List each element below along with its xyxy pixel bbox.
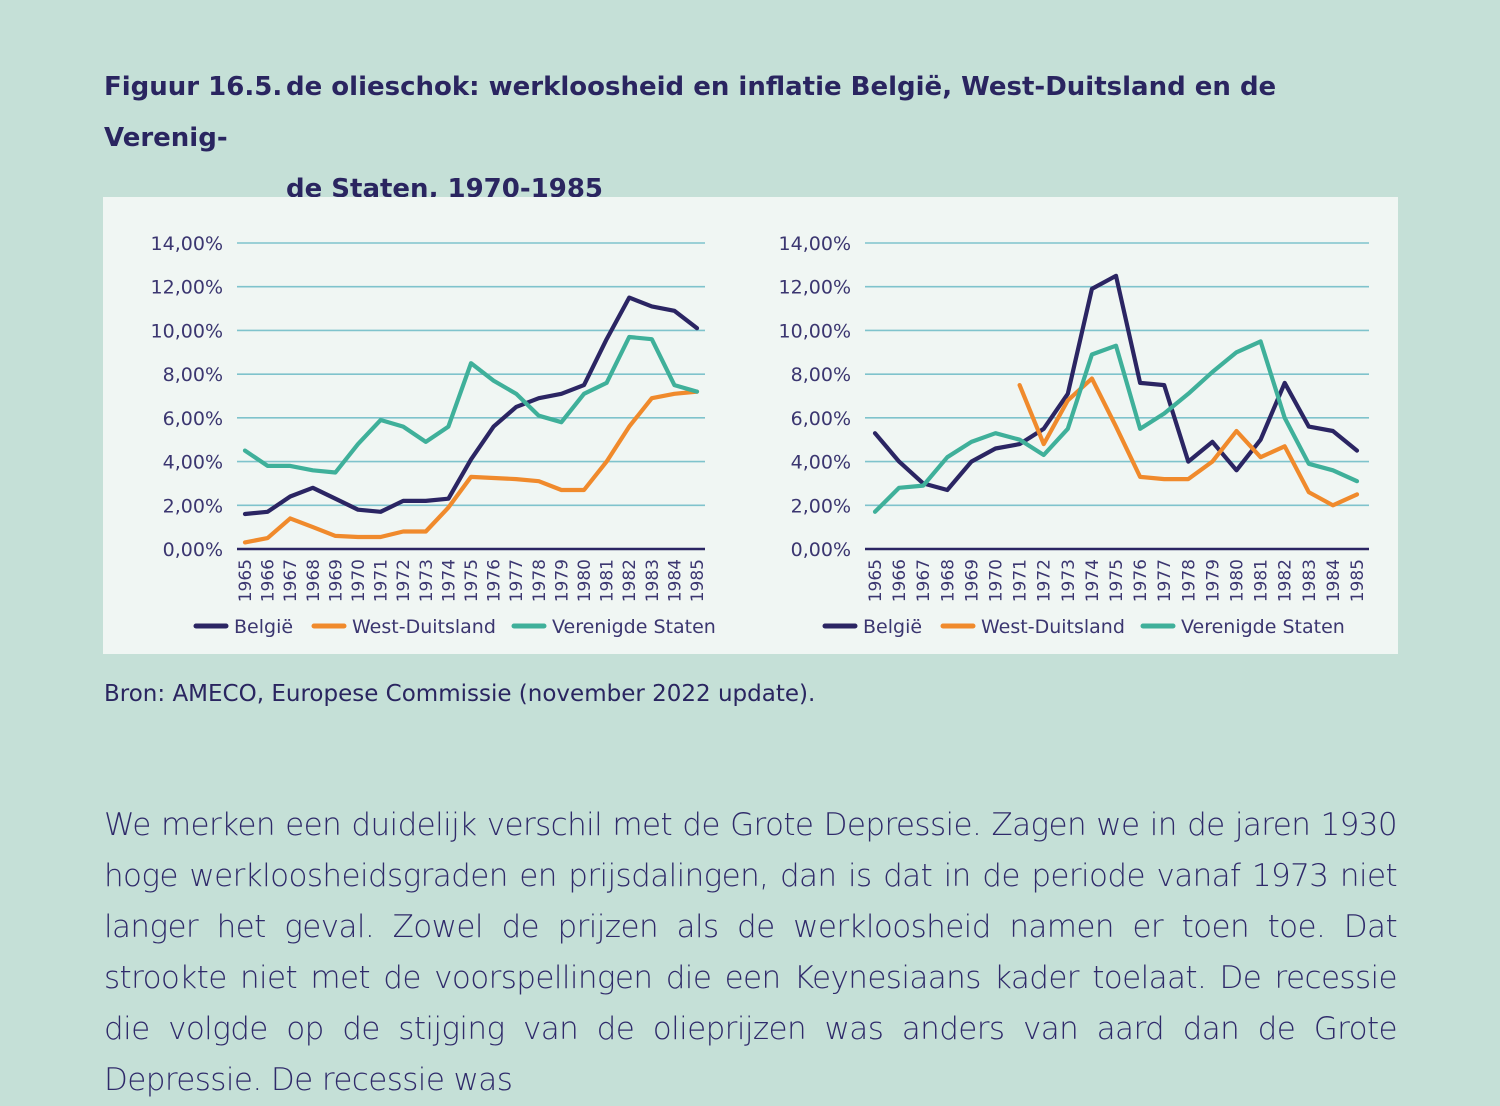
- y-tick-label: 6,00%: [163, 408, 223, 430]
- x-tick-label: 1978: [1179, 559, 1199, 602]
- y-tick-label: 12,00%: [151, 277, 223, 299]
- x-tick-label: 1973: [1059, 559, 1079, 602]
- x-tick-label: 1971: [1011, 559, 1031, 602]
- x-tick-label: 1976: [1131, 559, 1151, 602]
- x-tick-label: 1969: [326, 559, 346, 602]
- x-tick-label: 1982: [620, 559, 640, 602]
- y-tick-label: 6,00%: [791, 408, 851, 430]
- legend-label: West-Duitsland: [981, 616, 1125, 638]
- x-tick-label: 1965: [236, 559, 256, 602]
- x-tick-label: 1979: [552, 559, 572, 602]
- legend-label: België: [863, 616, 922, 638]
- x-tick-label: 1977: [1155, 559, 1175, 602]
- y-tick-label: 10,00%: [779, 320, 851, 342]
- x-tick-label: 1975: [1107, 559, 1127, 602]
- figure-number: Figuur 16.5.: [104, 62, 286, 113]
- body-paragraph: We merken een duidelijk verschil met de …: [104, 800, 1397, 1106]
- x-tick-label: 1966: [259, 559, 279, 602]
- legend-label: Verenigde Staten: [552, 616, 716, 638]
- x-tick-label: 1975: [462, 559, 482, 602]
- x-tick-label: 1968: [304, 559, 324, 602]
- y-tick-label: 0,00%: [791, 539, 851, 561]
- y-tick-label: 8,00%: [163, 364, 223, 386]
- series-line-west-duitsland: [245, 392, 697, 543]
- legend-label: Verenigde Staten: [1181, 616, 1345, 638]
- x-tick-label: 1983: [643, 559, 663, 602]
- series-line-verenigde-staten: [245, 337, 697, 473]
- x-tick-label: 1980: [1228, 559, 1248, 602]
- x-tick-label: 1967: [281, 559, 301, 602]
- x-tick-label: 1980: [575, 559, 595, 602]
- x-tick-label: 1982: [1276, 559, 1296, 602]
- x-tick-label: 1984: [665, 559, 685, 602]
- x-tick-label: 1977: [507, 559, 527, 602]
- x-tick-label: 1985: [1348, 559, 1368, 602]
- x-tick-label: 1974: [439, 559, 459, 602]
- figure-title: Figuur 16.5.de olieschok: werkloosheid e…: [104, 62, 1404, 215]
- series-line-west-duitsland: [1020, 379, 1357, 506]
- x-tick-label: 1981: [598, 559, 618, 602]
- chart-panel: 0,00% 2,00% 4,00% 6,00% 8,00% 10,00% 12,00% 14,…: [103, 197, 1398, 654]
- charts-svg: 0,00% 2,00% 4,00% 6,00% 8,00% 10,00% 12,00% 14,…: [103, 197, 1398, 654]
- legend-label: West-Duitsland: [352, 616, 496, 638]
- x-tick-label: 1965: [866, 559, 886, 602]
- x-tick-label: 1970: [349, 559, 369, 602]
- x-tick-label: 1970: [987, 559, 1007, 602]
- x-tick-label: 1974: [1083, 559, 1103, 602]
- y-tick-label: 4,00%: [791, 452, 851, 474]
- x-tick-label: 1978: [530, 559, 550, 602]
- x-tick-label: 1972: [1035, 559, 1055, 602]
- y-tick-label: 14,00%: [151, 233, 223, 255]
- x-tick-label: 1972: [394, 559, 414, 602]
- source-note: Bron: AMECO, Europese Commissie (novembe…: [104, 681, 815, 707]
- x-tick-label: 1967: [914, 559, 934, 602]
- y-tick-label: 10,00%: [151, 320, 223, 342]
- y-tick-label: 8,00%: [791, 364, 851, 386]
- y-tick-label: 2,00%: [791, 495, 851, 517]
- x-tick-label: 1976: [485, 559, 505, 602]
- y-tick-label: 2,00%: [163, 495, 223, 517]
- x-tick-label: 1981: [1252, 559, 1272, 602]
- x-tick-label: 1973: [417, 559, 437, 602]
- x-tick-label: 1979: [1203, 559, 1223, 602]
- x-tick-label: 1983: [1300, 559, 1320, 602]
- x-tick-label: 1984: [1324, 559, 1344, 602]
- y-tick-label: 12,00%: [779, 277, 851, 299]
- x-tick-label: 1966: [890, 559, 910, 602]
- x-tick-label: 1971: [372, 559, 392, 602]
- y-tick-label: 4,00%: [163, 452, 223, 474]
- legend-label: België: [234, 616, 293, 638]
- y-tick-label: 0,00%: [163, 539, 223, 561]
- x-tick-label: 1969: [962, 559, 982, 602]
- x-tick-label: 1985: [688, 559, 708, 602]
- y-tick-label: 14,00%: [779, 233, 851, 255]
- x-tick-label: 1968: [938, 559, 958, 602]
